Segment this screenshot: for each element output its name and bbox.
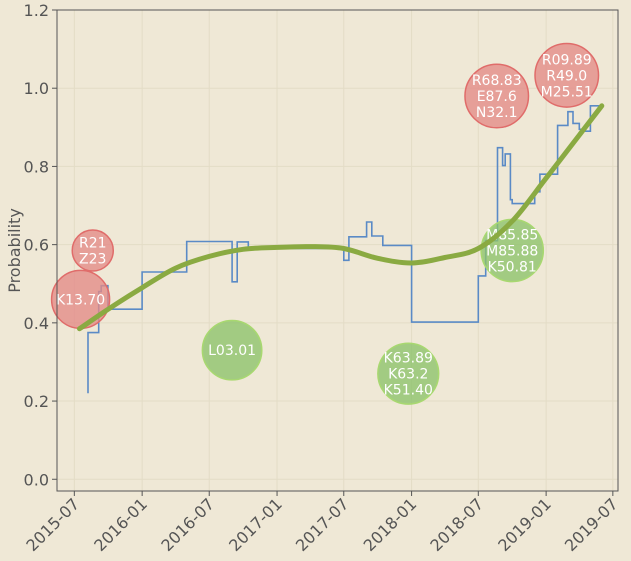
bubble-label: R68.83 bbox=[472, 73, 522, 89]
bubble-circle bbox=[377, 342, 440, 405]
y-axis-title: Probability bbox=[5, 208, 24, 293]
safe-bubble: L03.01 bbox=[201, 319, 263, 381]
bubble-label: R49.0 bbox=[546, 68, 587, 84]
x-tick-label: 2016-07 bbox=[157, 494, 218, 555]
x-axis: 2015-07 2016-01 2016-07 2017-01 2017-07 2018-… bbox=[22, 491, 622, 555]
bubble-circle bbox=[201, 319, 263, 381]
bubble-label: N32.1 bbox=[476, 105, 518, 121]
x-tick-label: 2019-07 bbox=[561, 494, 622, 555]
bubble-label: K51.40 bbox=[384, 383, 433, 399]
x-tick-label: 2018-07 bbox=[426, 494, 487, 555]
x-tick-label: 2019-01 bbox=[494, 494, 555, 555]
bubble-label: K13.70 bbox=[56, 292, 105, 308]
risk-bubble: K13.70 bbox=[50, 269, 111, 330]
bubble-label: R09.89 bbox=[542, 52, 592, 68]
x-tick-label: 2015-07 bbox=[22, 494, 83, 555]
bubble-label: K63.89 bbox=[384, 351, 433, 367]
bubble-label: R21 bbox=[79, 236, 107, 252]
bubble-label: M85.88 bbox=[486, 244, 538, 260]
bubble-label: Z23 bbox=[79, 252, 106, 268]
bubble-label: K63.2 bbox=[388, 367, 428, 383]
x-tick-label: 2017-07 bbox=[292, 494, 353, 555]
y-tick-label: 0.2 bbox=[24, 392, 49, 411]
x-tick-label: 2016-01 bbox=[90, 494, 151, 555]
bubble-label: L03.01 bbox=[208, 343, 256, 359]
y-tick-label: 0.6 bbox=[24, 236, 49, 255]
bubble-label: E87.6 bbox=[477, 89, 517, 105]
bubble-circle bbox=[464, 63, 530, 129]
y-tick-label: 1.0 bbox=[24, 79, 49, 98]
x-tick-label: 2017-01 bbox=[225, 494, 286, 555]
trend-line bbox=[77, 103, 605, 332]
y-tick-label: 0.8 bbox=[24, 157, 49, 176]
bubble-label: K50.81 bbox=[488, 260, 537, 276]
y-tick-label: 0.4 bbox=[24, 314, 49, 333]
bubble-circle bbox=[534, 42, 600, 108]
plot-frame bbox=[56, 9, 619, 492]
y-tick-label: 1.2 bbox=[24, 1, 49, 20]
bubble-label: M25.51 bbox=[541, 84, 593, 100]
x-tick-label: 2018-01 bbox=[360, 494, 421, 555]
y-tick-label: 0.0 bbox=[24, 470, 49, 489]
bubble-circle bbox=[71, 229, 115, 272]
y-axis: 0.0 0.2 0.4 0.6 0.8 1.0 1.2 bbox=[24, 1, 57, 489]
